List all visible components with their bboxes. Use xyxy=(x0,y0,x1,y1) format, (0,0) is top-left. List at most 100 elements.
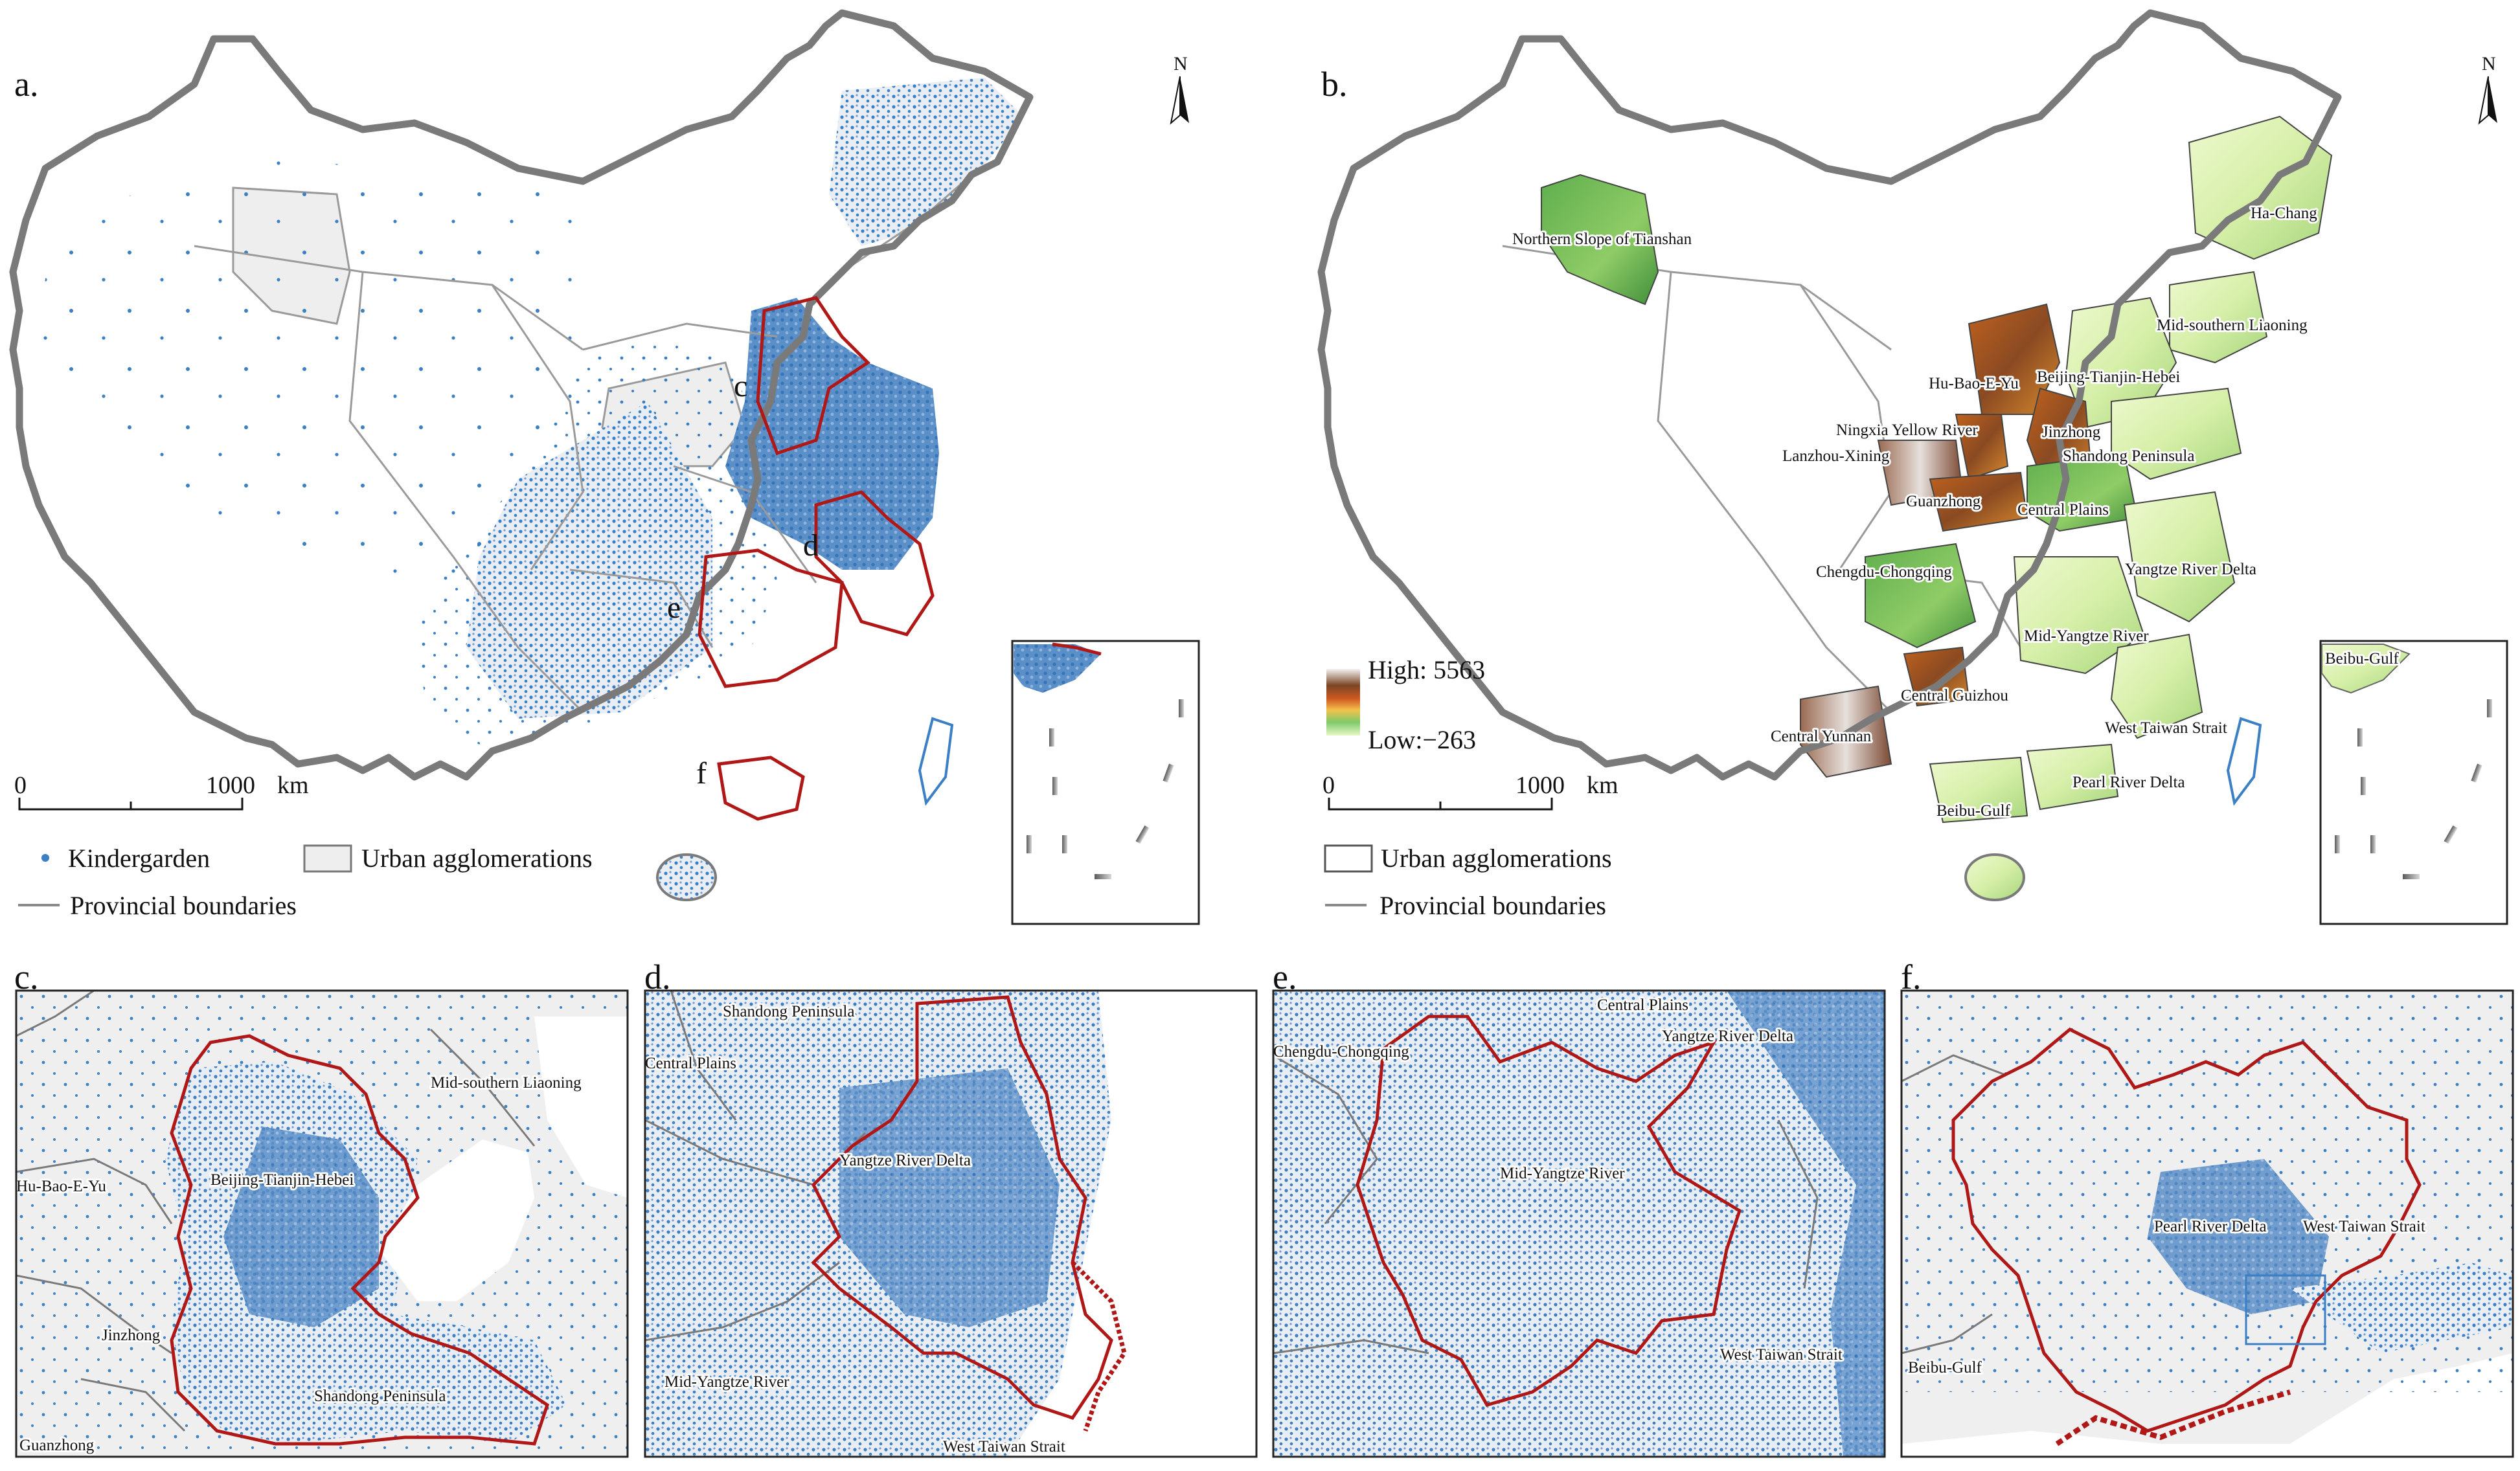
panel-b-elevation-map: b. xyxy=(1321,13,2508,925)
svg-text:Yangtze River Delta: Yangtze River Delta xyxy=(1662,1027,1793,1045)
legend-kindergarden: Kindergarden xyxy=(68,844,210,873)
bth-boundary xyxy=(756,296,870,456)
hainan-island-b xyxy=(1964,853,2025,901)
svg-text:Beibu-Gulf: Beibu-Gulf xyxy=(2325,650,2400,668)
urban-swatch-icon xyxy=(303,844,352,873)
svg-text:West Taiwan Strait: West Taiwan Strait xyxy=(943,1438,1065,1455)
ua-beibu-gulf xyxy=(1929,756,2028,824)
svg-text:Shandong Peninsula: Shandong Peninsula xyxy=(314,1387,446,1405)
inset-letter-f: f xyxy=(696,756,707,791)
svg-text:N: N xyxy=(1174,53,1188,74)
svg-text:West Taiwan Strait: West Taiwan Strait xyxy=(1720,1346,1843,1364)
svg-text:Central Guizhou: Central Guizhou xyxy=(1901,687,2008,704)
yrd-boundary-detail xyxy=(811,995,1113,1420)
svg-text:km: km xyxy=(1587,772,1618,799)
ua-guanzhong xyxy=(1929,471,2028,532)
svg-text:0: 0 xyxy=(1322,772,1335,799)
china-map-a: c d e f xyxy=(13,13,1030,901)
prd-boundary xyxy=(717,756,805,821)
svg-text:Ha-Chang: Ha-Chang xyxy=(2251,205,2317,222)
elevation-low-label: Low:−263 xyxy=(1368,725,1476,754)
svg-text:Yangtze River Delta: Yangtze River Delta xyxy=(839,1152,971,1169)
svg-text:Guanzhong: Guanzhong xyxy=(19,1437,95,1454)
legend-provincial-b: Provincial boundaries xyxy=(1379,891,1606,920)
north-arrow-b: N xyxy=(2478,53,2497,125)
svg-text:Jinzhong: Jinzhong xyxy=(102,1327,161,1344)
ua-labels-b: Northern Slope of Tianshan Ha-Chang Mid-… xyxy=(1510,203,2319,822)
panel-c-bth-detail: c. Mid-southern Liaoning Hu-Bao-E-Yu Bei… xyxy=(14,958,629,1458)
myr-boundary-detail xyxy=(1356,1015,1742,1407)
panel-a-letter: a. xyxy=(14,65,38,104)
south-china-sea-inset-b: Beibu-Gulf xyxy=(2319,640,2508,925)
svg-text:Pearl River Delta: Pearl River Delta xyxy=(2072,774,2185,791)
svg-text:Central Plains: Central Plains xyxy=(2017,501,2109,519)
ua-yangtze-river-delta xyxy=(2123,491,2236,623)
ua-chengdu-chongqing xyxy=(1865,543,1977,649)
svg-text:Mid-southern Liaoning: Mid-southern Liaoning xyxy=(431,1074,582,1092)
svg-text:Mid-southern Liaoning: Mid-southern Liaoning xyxy=(2157,317,2308,334)
svg-text:Beijing-Tianjin-Hebei: Beijing-Tianjin-Hebei xyxy=(210,1171,354,1189)
svg-text:N: N xyxy=(2482,53,2496,74)
taiwan-island xyxy=(918,717,954,806)
svg-text:Hu-Bao-E-Yu: Hu-Bao-E-Yu xyxy=(16,1178,106,1195)
prd-boundary-detail xyxy=(1951,1027,2422,1433)
svg-text:Jinzhong: Jinzhong xyxy=(2042,423,2101,441)
inset-letter-e: e xyxy=(667,590,681,625)
kindergarden-marker-icon xyxy=(41,854,49,862)
myr-boundary xyxy=(698,548,844,688)
svg-text:Shandong Peninsula: Shandong Peninsula xyxy=(723,1003,854,1020)
svg-text:0: 0 xyxy=(14,772,27,799)
svg-text:Beibu-Gulf: Beibu-Gulf xyxy=(1908,1359,1982,1376)
bth-boundary-detail xyxy=(170,1034,549,1446)
taiwan-island-b xyxy=(2226,717,2262,806)
elevation-high-label: High: 5563 xyxy=(1368,655,1485,684)
svg-text:Northern Slope of Tianshan: Northern Slope of Tianshan xyxy=(1512,230,1692,248)
china-map-b xyxy=(1321,13,2338,901)
svg-text:Central Plains: Central Plains xyxy=(1597,996,1688,1014)
urban-swatch-icon xyxy=(1324,844,1373,873)
ua-hu-bao-e-yu xyxy=(1968,303,2061,415)
scale-bar-b: 0 1000 km xyxy=(1322,772,1618,811)
svg-text:Mid-Yangtze River: Mid-Yangtze River xyxy=(2024,627,2149,645)
elevation-legend: High: 5563 Low:−263 xyxy=(1326,655,1485,754)
svg-text:Chengdu-Chongqing: Chengdu-Chongqing xyxy=(1273,1043,1409,1061)
panel-b-letter: b. xyxy=(1321,65,1348,104)
hainan-island xyxy=(656,853,717,901)
inset-letter-c: c xyxy=(734,369,747,403)
svg-text:Mid-Yangtze River: Mid-Yangtze River xyxy=(1500,1165,1625,1182)
svg-text:Hu-Bao-E-Yu: Hu-Bao-E-Yu xyxy=(1929,375,2019,392)
inset-letter-d: d xyxy=(803,528,819,563)
panel-e-myr-detail: e. Central Plains Chengdu-Chongqing Yang… xyxy=(1272,958,1886,1458)
legend-urban-b: Urban agglomerations xyxy=(1381,844,1612,873)
svg-text:Ningxia Yellow River: Ningxia Yellow River xyxy=(1836,421,1978,439)
panel-f-prd-detail: f. Pearl River Delta West Taiwan Strait … xyxy=(1900,958,2514,1458)
north-arrow-a: N xyxy=(1170,53,1189,125)
svg-text:Pearl River Delta: Pearl River Delta xyxy=(2154,1218,2267,1235)
svg-text:1000: 1000 xyxy=(206,772,255,799)
legend-provincial: Provincial boundaries xyxy=(70,891,297,920)
svg-text:West Taiwan Strait: West Taiwan Strait xyxy=(2303,1218,2425,1235)
legend-a: Kindergarden Urban agglomerations Provin… xyxy=(18,844,593,920)
svg-text:Lanzhou-Xining: Lanzhou-Xining xyxy=(1782,447,1890,465)
legend-urban: Urban agglomerations xyxy=(361,844,593,873)
svg-text:1000: 1000 xyxy=(1515,772,1565,799)
elevation-color-ramp xyxy=(1326,669,1360,736)
hong-kong-box xyxy=(2245,1274,2326,1345)
svg-text:Guanzhong: Guanzhong xyxy=(1906,493,1981,510)
svg-text:Yangtze River Delta: Yangtze River Delta xyxy=(2125,561,2256,578)
ua-northern-slope-tianshan xyxy=(1541,174,1659,306)
svg-text:Central Yunnan: Central Yunnan xyxy=(1771,728,1872,745)
svg-text:West Taiwan Strait: West Taiwan Strait xyxy=(2105,719,2227,737)
ua-shandong-peninsula xyxy=(2111,387,2242,480)
svg-text:km: km xyxy=(277,772,309,799)
scale-bar-a: 0 1000 km xyxy=(14,772,309,811)
svg-text:Chengdu-Chongqing: Chengdu-Chongqing xyxy=(1816,563,1952,581)
panel-a-kindergarten-map: a. xyxy=(13,13,1200,925)
ua-central-plains xyxy=(2026,452,2139,532)
ua-west-taiwan-strait xyxy=(2110,633,2203,739)
yrd-boundary xyxy=(814,490,935,636)
bohai-sea xyxy=(379,1140,534,1301)
ua-mid-southern-liaoning xyxy=(2169,271,2268,364)
svg-text:Beibu-Gulf: Beibu-Gulf xyxy=(1936,802,2011,820)
